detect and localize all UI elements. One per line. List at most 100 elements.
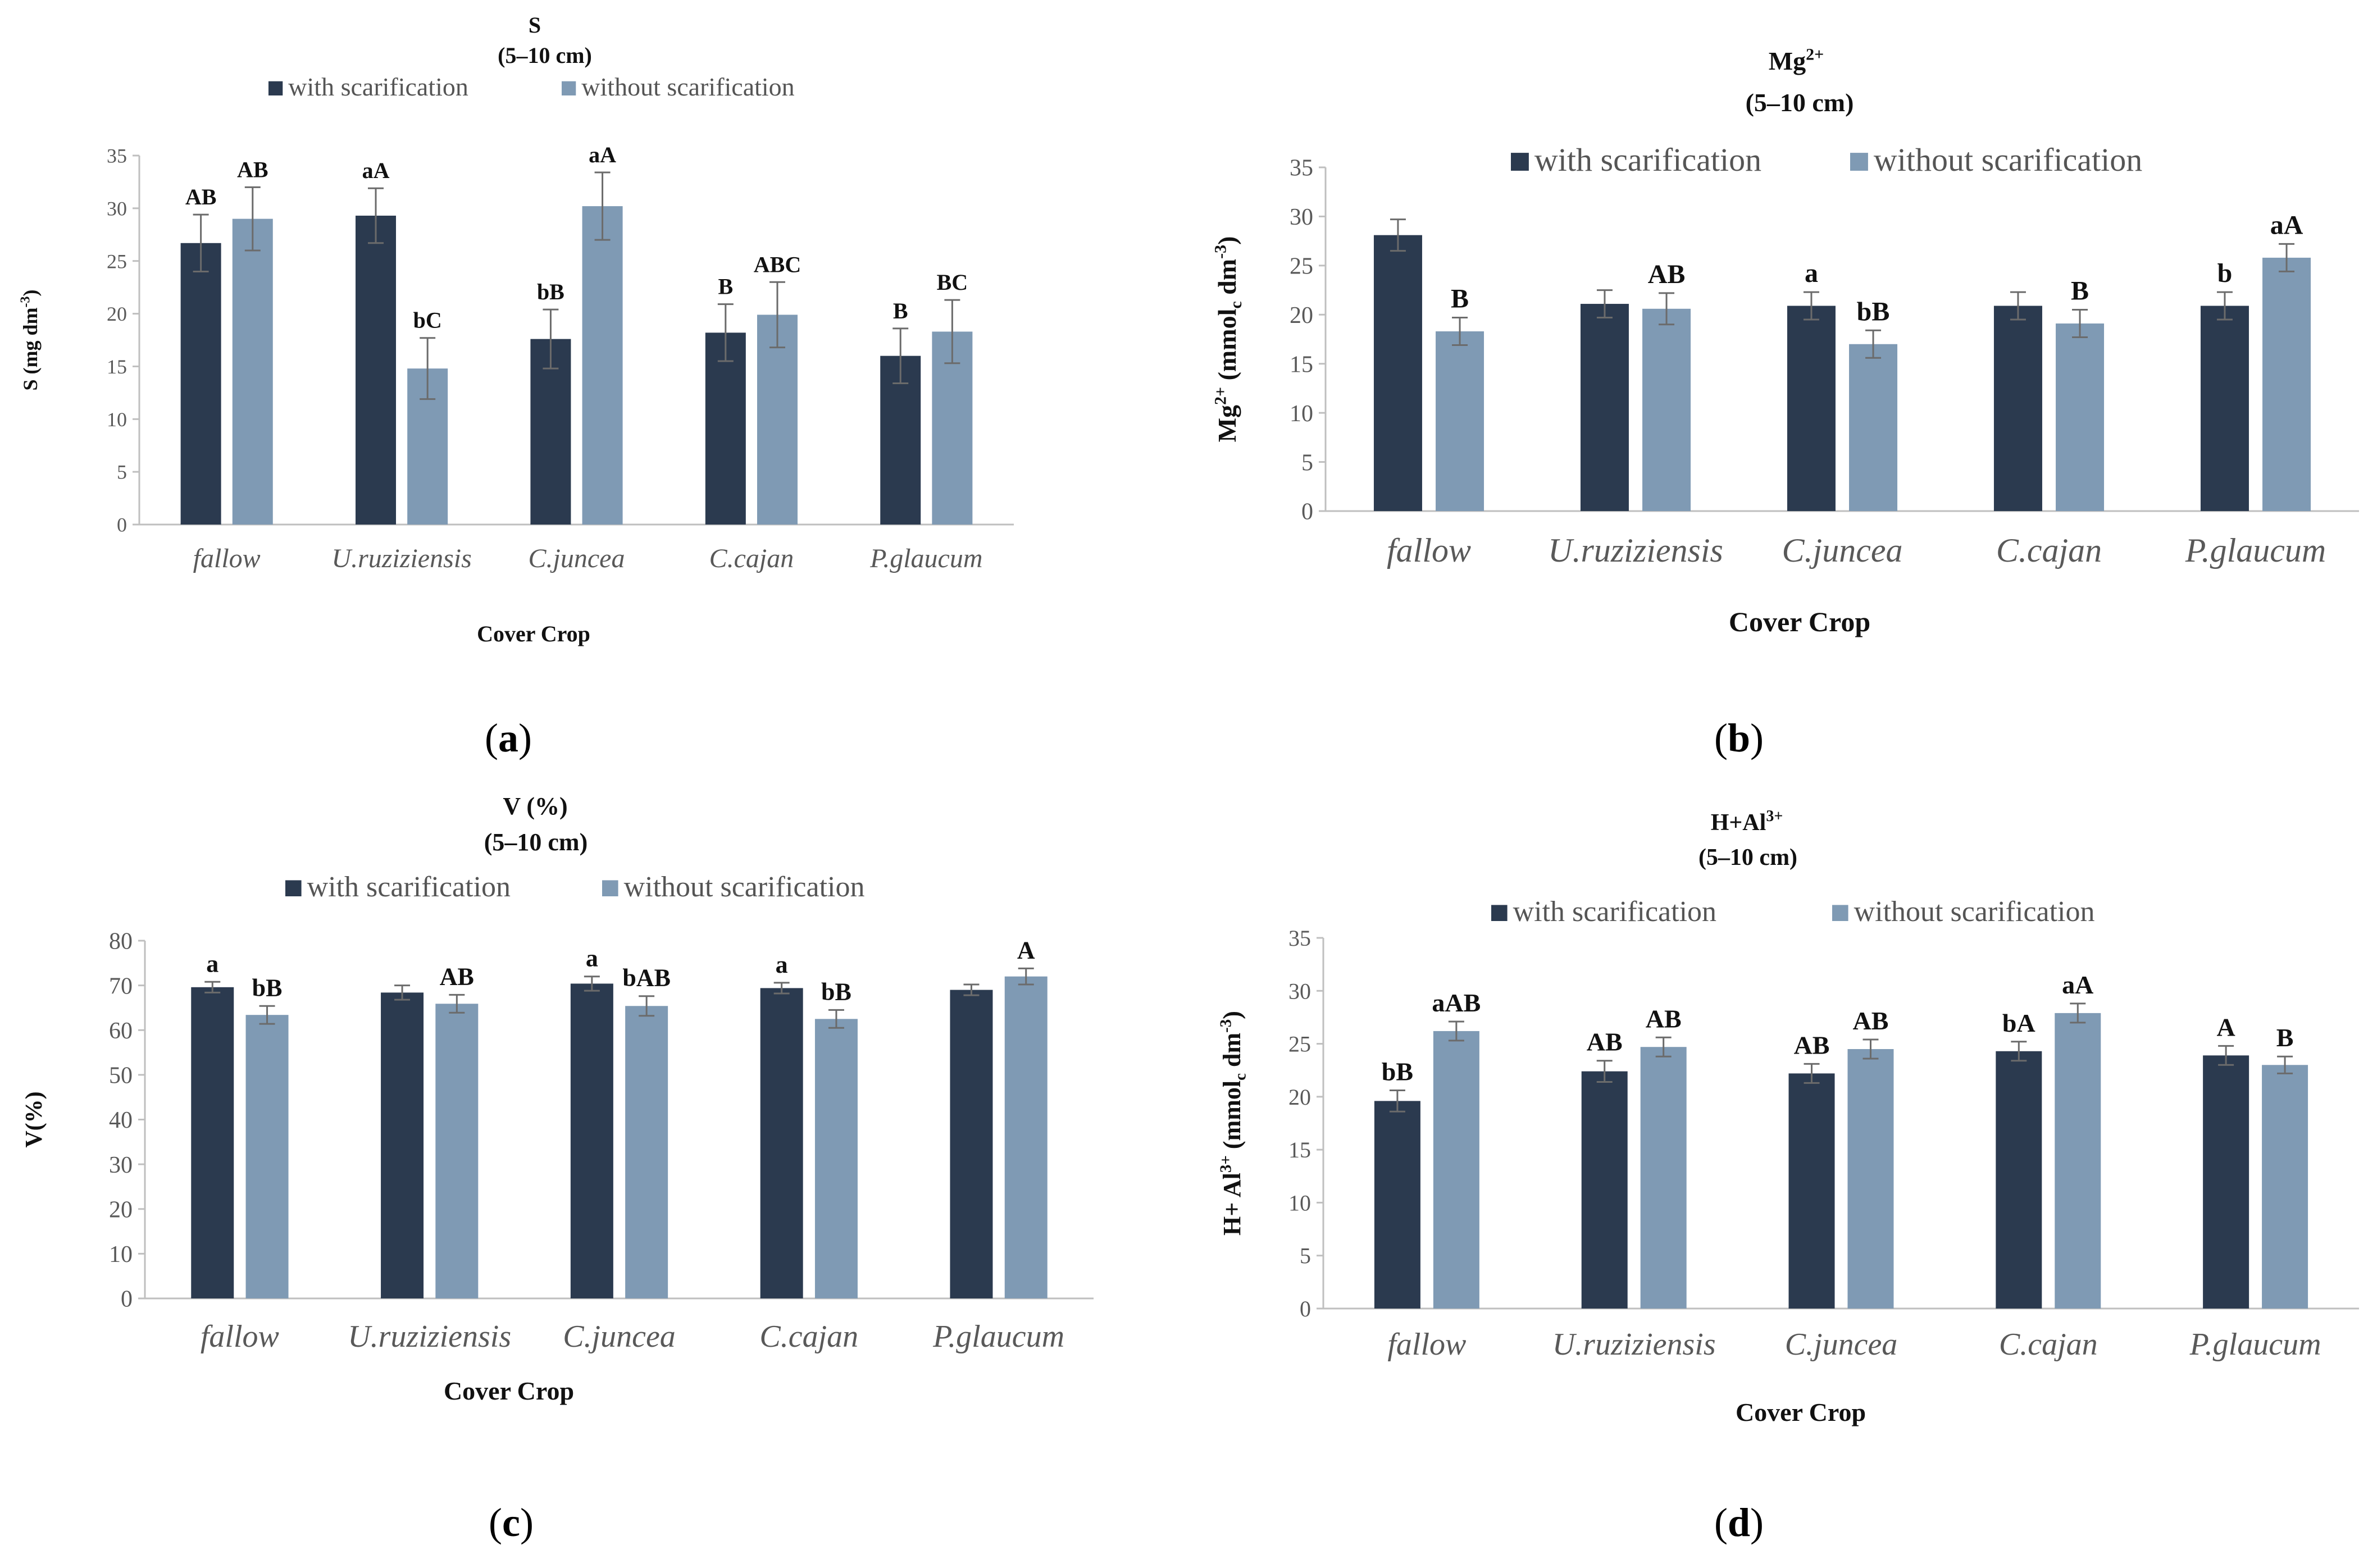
y-tick-label: 50 bbox=[109, 1063, 133, 1089]
legend-label: without scarification bbox=[1874, 142, 2142, 178]
x-category-label: U.ruziziensis bbox=[348, 1319, 511, 1354]
bar-with-scarification bbox=[1373, 235, 1422, 511]
significance-letter: AB bbox=[185, 184, 217, 209]
bar-without-scarification bbox=[625, 1006, 668, 1298]
text-part: V(%) bbox=[21, 1091, 47, 1147]
legend-label: with scarification bbox=[307, 871, 511, 903]
panel-paren: ) bbox=[1750, 1500, 1764, 1545]
text-part: -3 bbox=[1217, 1019, 1235, 1033]
legend-label: without scarification bbox=[1854, 896, 2095, 928]
significance-letter: a bbox=[1805, 258, 1818, 288]
x-axis-label: Cover Crop bbox=[1736, 1398, 1866, 1426]
text-part: ) bbox=[19, 289, 42, 296]
x-category-label: U.ruziziensis bbox=[1552, 1327, 1716, 1362]
x-category-label: C.cajan bbox=[1996, 532, 2102, 569]
bar-with-scarification bbox=[1993, 306, 2042, 511]
significance-letter: a bbox=[776, 951, 788, 978]
y-tick-label: 0 bbox=[1300, 1296, 1311, 1321]
legend-swatch-without bbox=[602, 880, 618, 896]
y-tick-label: 35 bbox=[1288, 926, 1311, 951]
chart-subtitle: (5–10 cm) bbox=[1698, 845, 1797, 870]
significance-letter: b bbox=[2217, 258, 2233, 288]
x-category-label: U.ruziziensis bbox=[1548, 532, 1723, 569]
x-axis-label: Cover Crop bbox=[444, 1376, 574, 1405]
bar-with-scarification bbox=[1996, 1051, 2042, 1309]
chart-title: Mg2+ bbox=[1769, 45, 1824, 75]
bar-without-scarification bbox=[245, 1015, 289, 1298]
bar-without-scarification bbox=[757, 314, 798, 525]
bar-with-scarification bbox=[705, 332, 746, 525]
y-tick-label: 25 bbox=[107, 250, 127, 272]
chart-subtitle: (5–10 cm) bbox=[1746, 88, 1854, 117]
bar-with-scarification bbox=[760, 988, 803, 1298]
significance-letter: aA bbox=[2062, 970, 2093, 999]
significance-letter: bA bbox=[2002, 1009, 2035, 1037]
y-tick-label: 0 bbox=[117, 514, 127, 536]
bar-with-scarification bbox=[1787, 306, 1836, 511]
legend-swatch-with bbox=[1491, 905, 1508, 921]
text-part: Mg bbox=[1769, 47, 1806, 75]
legend-swatch-without bbox=[562, 81, 576, 95]
y-tick-label: 60 bbox=[109, 1018, 133, 1044]
bar-without-scarification bbox=[2262, 1065, 2308, 1309]
y-tick-label: 20 bbox=[107, 303, 127, 325]
legend-swatch-with bbox=[1511, 153, 1529, 171]
bar-with-scarification bbox=[2200, 306, 2249, 511]
x-category-label: C.cajan bbox=[709, 544, 794, 573]
significance-letter: A bbox=[2217, 1013, 2235, 1041]
significance-letter: aA bbox=[589, 142, 616, 167]
bar-with-scarification bbox=[1580, 304, 1629, 511]
text-part: 3+ bbox=[1217, 1155, 1235, 1173]
significance-letter: aA bbox=[2270, 210, 2303, 240]
bar-with-scarification bbox=[1374, 1101, 1420, 1309]
text-part: (mmol bbox=[1213, 309, 1241, 387]
x-category-label: C.cajan bbox=[759, 1319, 858, 1354]
x-category-label: C.juncea bbox=[529, 544, 625, 573]
text-part: 3+ bbox=[1766, 808, 1783, 825]
bar-without-scarification bbox=[1004, 976, 1048, 1298]
significance-letter: aAB bbox=[1432, 988, 1481, 1017]
significance-letter: AB bbox=[1794, 1031, 1830, 1059]
legend-label: without scarification bbox=[624, 871, 865, 903]
y-axis-label: S (mg dm-3) bbox=[18, 289, 42, 390]
panel-label: (b) bbox=[1714, 715, 1764, 760]
bar-without-scarification bbox=[1642, 308, 1691, 511]
significance-letter: bB bbox=[537, 279, 564, 304]
x-category-label: C.cajan bbox=[1999, 1327, 2098, 1362]
text-part: dm bbox=[1218, 1033, 1246, 1073]
significance-letter: bAB bbox=[622, 964, 671, 992]
text-part: H+ Al bbox=[1218, 1173, 1246, 1236]
panel-label: (d) bbox=[1714, 1500, 1764, 1545]
x-category-label: C.juncea bbox=[563, 1319, 676, 1354]
x-category-label: P.glaucum bbox=[869, 544, 982, 573]
y-tick-label: 20 bbox=[1288, 1084, 1311, 1110]
text-part: (mmol bbox=[1218, 1081, 1246, 1155]
bar-without-scarification bbox=[1640, 1047, 1687, 1309]
bar-without-scarification bbox=[582, 206, 623, 525]
x-category-label: C.juncea bbox=[1785, 1327, 1898, 1362]
panel-label: (a) bbox=[485, 715, 532, 760]
chart-title: H+Al3+ bbox=[1711, 808, 1783, 836]
bar-without-scarification bbox=[814, 1019, 858, 1298]
bar-without-scarification bbox=[1436, 331, 1484, 511]
bar-with-scarification bbox=[180, 243, 221, 525]
bar-with-scarification bbox=[356, 215, 397, 525]
x-category-label: fallow bbox=[201, 1319, 279, 1354]
y-tick-label: 20 bbox=[109, 1197, 133, 1223]
text-part: ) bbox=[1218, 1011, 1246, 1019]
legend-swatch-without bbox=[1832, 905, 1848, 921]
y-tick-label: 15 bbox=[107, 355, 127, 378]
text-part: H+Al bbox=[1711, 810, 1766, 836]
significance-letter: bB bbox=[821, 978, 851, 1005]
text-part: 2+ bbox=[1212, 387, 1230, 405]
y-axis-label: Mg2+ (mmolc dm-3) bbox=[1212, 236, 1246, 443]
x-axis-label: Cover Crop bbox=[1729, 606, 1870, 637]
bar-without-scarification bbox=[2056, 323, 2105, 511]
y-tick-label: 30 bbox=[107, 197, 127, 220]
x-category-label: fallow bbox=[1387, 1327, 1466, 1362]
y-tick-label: 15 bbox=[1288, 1137, 1311, 1163]
text-part: Mg bbox=[1213, 405, 1241, 442]
y-tick-label: 35 bbox=[1290, 156, 1313, 181]
chart-panel-b: Mg2+(5–10 cm)with scarification without s… bbox=[1212, 45, 2359, 760]
bar-without-scarification bbox=[232, 218, 273, 525]
